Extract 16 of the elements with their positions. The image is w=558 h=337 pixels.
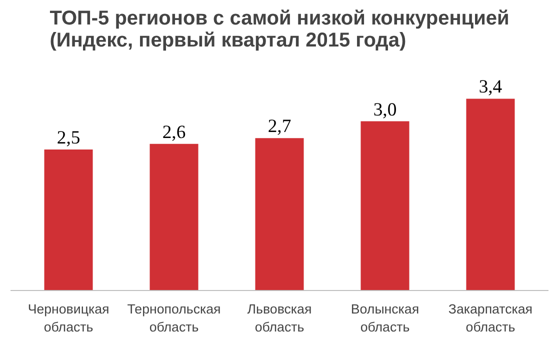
bar [150,144,198,290]
data-label: 3,4 [478,76,503,98]
x-tick-label: Черновицкая область [28,302,110,334]
x-tick-label: Тернопольская область [127,302,221,334]
bar [44,149,93,290]
data-label: 2,5 [56,127,80,148]
data-label: 2,6 [162,122,186,143]
x-tick-label: Закарпатская область [448,302,533,334]
bar [466,98,515,290]
x-tick-label: Львовская область [247,302,312,334]
bar [360,121,410,290]
data-label: 3,0 [373,99,397,120]
chart-title: ТОП-5 регионов с самой низкой конкуренцией (Индекс, первый квартал 2015 года) [50,8,510,52]
bar [255,138,304,290]
data-label: 2,7 [268,116,292,138]
x-tick-label: Волынская область [350,302,420,334]
